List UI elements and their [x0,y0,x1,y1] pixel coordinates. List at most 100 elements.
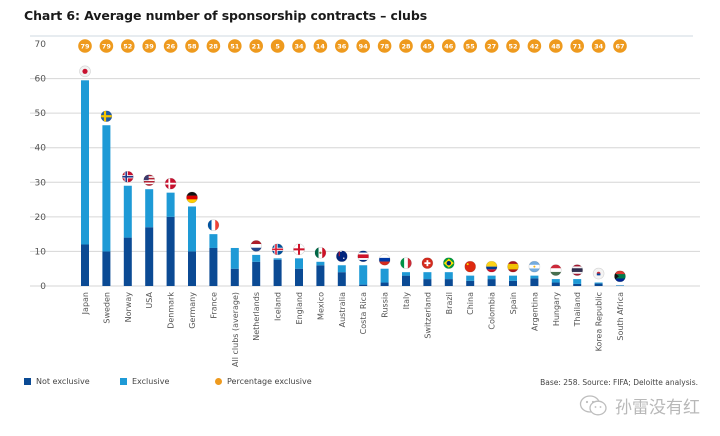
bar-exclusive [551,279,560,283]
flag-japan-icon [79,65,91,78]
x-tick-label: Japan [81,292,90,315]
legend-item-not-exclusive: Not exclusive [24,377,90,386]
percentage-label: 52 [123,43,132,51]
bar-not-exclusive [230,268,239,286]
flag-england-icon [293,243,305,256]
flag-australia-icon [335,250,348,263]
percentage-marker [463,39,478,53]
bar-exclusive [509,275,517,281]
flag-outline [592,267,605,280]
percentage-label: 58 [187,43,197,51]
x-tick-label: Germany [188,292,197,329]
percentage-label: 34 [594,43,604,51]
legend-label: Percentage exclusive [227,377,312,386]
bar-not-exclusive [316,265,325,286]
flag-outline [507,260,519,273]
x-tick-label: Denmark [167,292,176,329]
percentage-label: 36 [337,43,347,51]
x-tick-label: Netherlands [252,292,261,341]
percentage-label: 94 [359,43,369,51]
chart-title: Chart 6: Average number of sponsorship c… [24,8,428,23]
bar-exclusive [252,254,261,262]
bar-not-exclusive [209,247,218,286]
bar-not-exclusive [444,279,453,286]
percentage-label: 79 [102,43,112,51]
flag-denmark-icon [164,177,177,190]
y-axis-ticks: 0 10 20 30 40 50 60 70 [35,40,47,292]
flag-brazil-icon [442,257,455,269]
y-tick-label: 60 [35,75,47,85]
percentage-label: 26 [166,43,176,51]
x-tick-label: Iceland [274,292,283,321]
y-tick-label: 30 [35,178,47,188]
y-tick-label: 50 [35,109,47,119]
flag-outline [421,257,434,269]
x-tick-label: Colombia [488,292,497,330]
flag-outline [335,250,348,263]
flag-colombia-icon [485,260,498,273]
x-tick-label: Costa Rica [359,292,368,334]
x-tick-label: South Africa [616,292,625,341]
bar-exclusive [102,125,111,252]
x-tick-label: Switzerland [423,292,432,339]
legend-swatch-not-exclusive [24,378,31,385]
bar-exclusive [188,206,196,252]
percentage-marker [570,39,584,53]
y-tick-label: 20 [35,213,47,223]
flag-outline [614,270,626,283]
x-axis-labels: Japan Sweden Norway USA Denmark Germany France… [81,291,625,366]
percentage-marker [163,39,178,53]
bar-exclusive [273,258,282,260]
percentage-marker [506,39,520,53]
percentage-marker [335,39,349,53]
flag-korea-republic-icon [592,267,605,280]
percentage-marker [313,39,328,53]
flag-outline [571,264,584,276]
bars [81,80,624,286]
bar-not-exclusive [530,278,539,286]
bar-not-exclusive [423,279,432,286]
bar-not-exclusive [337,272,346,286]
bar-not-exclusive [573,283,582,286]
flag-outline [442,257,455,269]
percentage-label: 67 [615,43,624,51]
bar-not-exclusive [166,216,175,286]
flag-russia-icon [378,253,391,266]
x-tick-label: France [209,292,218,319]
source-note: Base: 258. Source: FIFA; Deloitte analys… [540,378,698,387]
percentage-label: 5 [275,43,280,51]
flag-iceland-icon [271,243,284,256]
bar-exclusive [337,265,346,273]
bar-exclusive [380,268,389,283]
percentage-label: 71 [573,43,583,51]
bar-not-exclusive [402,275,410,286]
flag-costa-rica-icon [357,250,370,263]
percentage-label: 27 [487,43,496,51]
x-tick-label: Italy [402,292,411,310]
flag-france-icon [207,219,220,231]
bar-exclusive [402,272,410,276]
x-tick-label: Thailand [573,292,582,327]
y-tick-label: 0 [40,282,46,292]
bar-not-exclusive [123,237,132,286]
percentage-label: 21 [252,43,262,51]
flag-norway-icon [122,170,134,183]
x-tick-label: Russia [381,292,390,318]
bar-exclusive [166,192,175,217]
percentage-label: 28 [401,43,411,51]
flag-outline [100,110,113,123]
bar-not-exclusive [466,280,475,286]
flag-outline [207,219,220,231]
flag-germany-icon [186,191,198,204]
flag-outline [143,174,155,186]
x-tick-label: Spain [509,292,518,314]
bar-exclusive [145,189,154,228]
percentage-label: 46 [444,43,454,51]
bar-not-exclusive [487,279,496,286]
flag-italy-icon [400,257,412,269]
bar-not-exclusive [273,259,282,286]
bar-exclusive [530,275,539,279]
watermark-text: 孙雷没有红 [615,398,700,418]
flag-hungary-icon [549,264,562,276]
